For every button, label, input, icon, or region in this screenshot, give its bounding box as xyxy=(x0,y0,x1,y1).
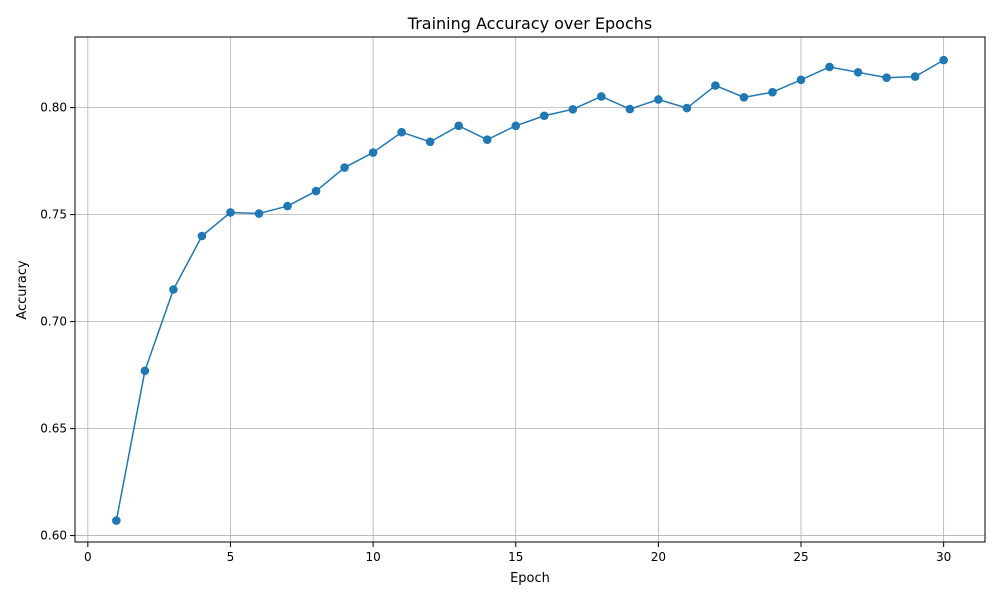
x-tick-label: 20 xyxy=(651,550,666,564)
data-point xyxy=(682,103,692,113)
data-point xyxy=(254,209,264,218)
data-point xyxy=(311,186,321,196)
data-point xyxy=(226,208,235,217)
data-point xyxy=(539,111,549,121)
data-point xyxy=(454,121,463,131)
x-tick-label: 15 xyxy=(508,550,523,564)
y-axis: 0.60 0.65 0.70 0.75 0.80 xyxy=(40,101,75,543)
data-point xyxy=(482,135,492,145)
x-tick-label: 10 xyxy=(365,550,380,564)
y-tick-label: 0.80 xyxy=(40,101,67,115)
data-point xyxy=(625,104,635,114)
data-point xyxy=(169,285,178,294)
y-axis-label: Accuracy xyxy=(15,260,30,320)
data-point xyxy=(739,93,749,102)
y-tick-label: 0.60 xyxy=(40,529,67,543)
data-point xyxy=(939,55,948,65)
data-point xyxy=(597,92,606,101)
x-tick-label: 25 xyxy=(793,550,808,564)
data-point xyxy=(368,148,378,157)
data-point xyxy=(197,231,207,241)
data-point xyxy=(140,366,150,376)
data-point xyxy=(910,72,920,81)
data-point xyxy=(825,62,834,72)
data-point xyxy=(853,68,863,77)
data-point xyxy=(511,121,521,131)
x-tick-label: 0 xyxy=(84,550,92,564)
data-point xyxy=(654,95,663,104)
data-point xyxy=(768,87,777,97)
data-point xyxy=(425,137,435,147)
data-point xyxy=(397,127,406,137)
data-point xyxy=(340,163,349,172)
x-tick-label: 5 xyxy=(227,550,235,564)
series xyxy=(112,55,948,525)
x-axis-label: Epoch xyxy=(510,571,550,586)
x-axis: 0 5 10 15 20 25 30 xyxy=(84,542,951,564)
plot-frame xyxy=(74,36,986,543)
x-tick-label: 30 xyxy=(936,550,951,564)
data-point xyxy=(796,75,806,85)
y-tick-label: 0.75 xyxy=(40,208,67,222)
data-point xyxy=(568,105,578,114)
chart-title: Training Accuracy over Epochs xyxy=(407,14,652,33)
series-line xyxy=(115,59,945,521)
data-point xyxy=(283,201,292,211)
grid xyxy=(75,37,985,542)
data-point xyxy=(711,81,720,90)
data-point xyxy=(112,516,121,525)
data-point xyxy=(882,73,891,82)
y-tick-label: 0.70 xyxy=(40,315,67,329)
y-tick-label: 0.65 xyxy=(40,422,67,436)
